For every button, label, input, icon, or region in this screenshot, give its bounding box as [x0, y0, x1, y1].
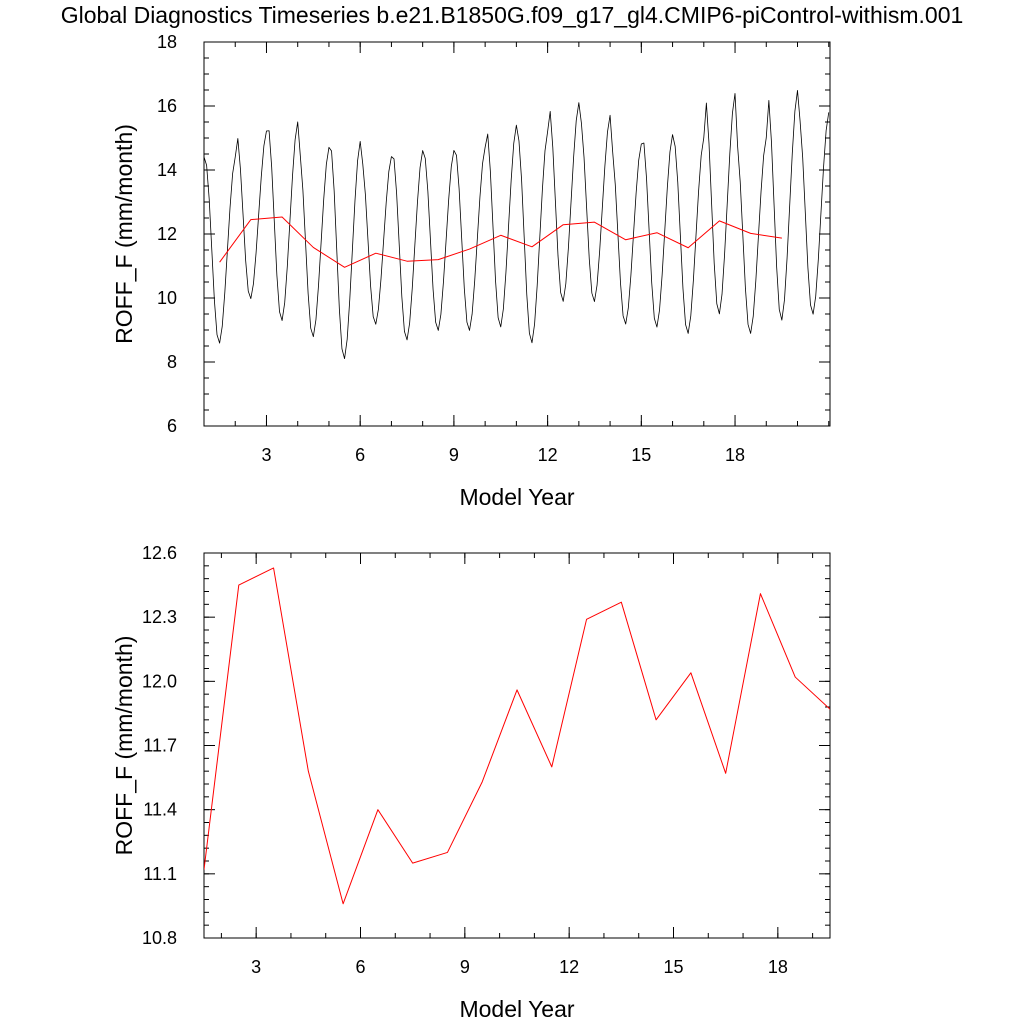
- monthly-series-line: [204, 90, 830, 360]
- x-tick-label: 15: [663, 957, 683, 977]
- x-axis-title: Model Year: [459, 996, 574, 1022]
- y-tick-label: 18: [157, 32, 177, 52]
- plot-frame: [203, 41, 831, 427]
- annual-mean-series-line: [204, 567, 830, 905]
- y-axis-title: ROFF_F (mm/month): [111, 124, 137, 344]
- y-tick-label: 10: [157, 288, 177, 308]
- y-tick-label: 14: [157, 160, 177, 180]
- figure-title: Global Diagnostics Timeseries b.e21.B185…: [60, 2, 964, 28]
- x-tick-label: 3: [261, 445, 271, 465]
- y-tick-label: 11.1: [143, 864, 177, 884]
- x-tick-label: 3: [251, 957, 261, 977]
- x-tick-label: 9: [449, 445, 459, 465]
- x-tick-label: 18: [725, 445, 745, 465]
- x-tick-label: 12: [559, 957, 579, 977]
- x-tick-label: 18: [768, 957, 788, 977]
- x-tick-label: 12: [538, 445, 558, 465]
- y-tick-label: 12.6: [142, 543, 177, 563]
- y-tick-label: 12: [157, 224, 177, 244]
- timeseries-panel-monthly: 3 6 9 12 15 18 6 8 10 12 14 16 18 Model Year ROFF_F (m…: [111, 32, 831, 510]
- annual-mean-series-line: [219, 216, 782, 268]
- x-axis-title: Model Year: [459, 484, 574, 510]
- y-axis-title: ROFF_F (mm/month): [111, 636, 137, 856]
- y-tick-label: 10.8: [142, 928, 177, 948]
- y-tick-label: 6: [167, 416, 177, 436]
- x-tick-label: 6: [355, 957, 365, 977]
- x-tick-label: 15: [631, 445, 651, 465]
- x-tick-label: 9: [460, 957, 470, 977]
- x-tick-label: 6: [355, 445, 365, 465]
- y-tick-label: 11.4: [143, 800, 177, 820]
- y-tick-label: 16: [157, 96, 177, 116]
- y-tick-label: 8: [167, 352, 177, 372]
- y-tick-label: 12.0: [142, 671, 177, 691]
- plot-frame: [203, 552, 831, 939]
- y-tick-label: 11.7: [143, 736, 177, 756]
- y-tick-label: 12.3: [142, 607, 177, 627]
- timeseries-panel-annual: 3 6 9 12 15 18 10.8 11.1 11.4 11.7 12.0 12.3 12.6 Mod…: [111, 543, 831, 1022]
